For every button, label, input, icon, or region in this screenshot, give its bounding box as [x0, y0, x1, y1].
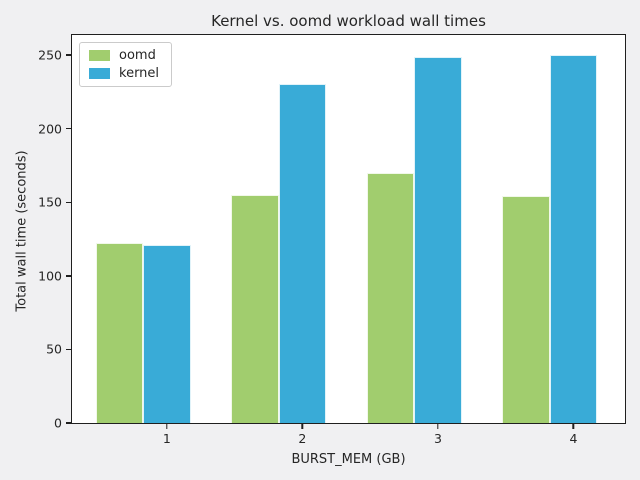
- bar-oomd-1: [95, 243, 144, 423]
- legend-item-kernel: kernel: [89, 67, 159, 80]
- x-tick-mark-4: [572, 424, 575, 429]
- y-tick-label-250: 250: [38, 47, 62, 63]
- x-axis-label: BURST_MEM (GB): [291, 452, 406, 467]
- x-tick-label-4: 4: [569, 431, 578, 446]
- bar-kernel-4: [549, 55, 598, 423]
- legend-swatch-kernel: [89, 68, 110, 79]
- bar-kernel-1: [143, 244, 191, 423]
- y-tick-label-50: 50: [46, 341, 62, 357]
- x-tick-label-3: 3: [433, 431, 442, 446]
- y-tick-marks: [66, 35, 71, 424]
- y-tick-mark-200: [66, 127, 71, 130]
- y-tick-mark-0: [66, 422, 71, 424]
- y-tick-label-100: 100: [38, 268, 62, 284]
- chart-title: Kernel vs. oomd workload wall times: [211, 12, 486, 30]
- bar-kernel-3: [414, 56, 462, 423]
- legend-label-oomd: oomd: [119, 48, 156, 63]
- bar-kernel-2: [278, 84, 327, 423]
- x-tick-mark-2: [301, 424, 304, 429]
- x-tick-label-2: 2: [298, 431, 307, 446]
- y-tick-labels: 0 50 100 150 200 250: [0, 35, 62, 431]
- y-tick-label-0: 0: [54, 415, 62, 431]
- y-tick-mark-150: [66, 201, 71, 203]
- x-tick-mark-1: [166, 424, 168, 429]
- plot-area: oomd kernel: [71, 34, 626, 424]
- y-tick-label-150: 150: [38, 194, 62, 210]
- bar-oomd-2: [231, 194, 279, 423]
- legend: oomd kernel: [79, 42, 173, 87]
- y-tick-label-200: 200: [38, 121, 62, 137]
- x-tick-label-1: 1: [162, 431, 171, 446]
- x-tick-labels: 1 2 3 4: [72, 431, 625, 447]
- bar-oomd-4: [502, 196, 550, 423]
- y-tick-mark-100: [66, 275, 71, 277]
- bar-oomd-3: [366, 172, 415, 423]
- legend-label-kernel: kernel: [119, 66, 160, 81]
- x-tick-marks: [72, 424, 625, 429]
- x-tick-mark-3: [437, 424, 439, 429]
- y-tick-mark-250: [66, 54, 71, 56]
- legend-swatch-oomd: [89, 50, 110, 61]
- bars-layer: [72, 35, 625, 423]
- legend-item-oomd: oomd: [89, 49, 159, 62]
- y-tick-mark-50: [66, 348, 71, 351]
